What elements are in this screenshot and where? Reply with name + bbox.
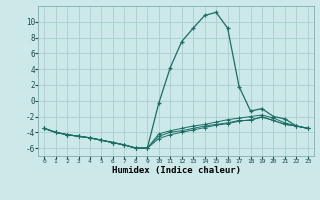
X-axis label: Humidex (Indice chaleur): Humidex (Indice chaleur): [111, 166, 241, 175]
